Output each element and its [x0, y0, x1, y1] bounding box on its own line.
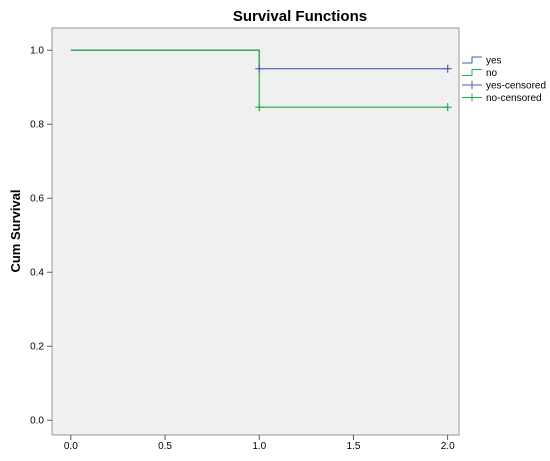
y-axis: 0.0 0.2 0.4 0.6 0.8 1.0 [30, 46, 52, 427]
chart-title: Survival Functions [233, 8, 367, 25]
legend-symbol-yes [462, 56, 482, 64]
censored-mark-yes-censored [255, 64, 264, 73]
legend-label-no: no [486, 68, 498, 79]
y-tick-label: 0.2 [30, 342, 44, 353]
plot-area [51, 27, 460, 436]
series-layer [70, 49, 452, 112]
x-tick-label: 2.0 [441, 441, 455, 452]
legend-label-yes-censored: yes-censored [486, 81, 546, 92]
legend-label-no-censored: no-censored [486, 93, 542, 104]
x-tick-label: 0.0 [64, 441, 78, 452]
x-tick-label: 1.5 [347, 441, 361, 452]
legend-symbol-no-censored [462, 93, 482, 102]
censored-mark-no-censored [255, 103, 264, 112]
censored-mark-yes-censored [443, 64, 452, 73]
x-axis: 0.0 0.5 1.0 1.5 2.0 [64, 435, 455, 452]
censored-mark-no-censored [443, 103, 452, 112]
x-tick-label: 1.0 [252, 441, 266, 452]
series-line-no [70, 49, 448, 108]
legend-symbol-yes-censored [462, 81, 482, 89]
legend-symbol-no [462, 69, 482, 76]
y-axis-label: Cum Survival [8, 189, 23, 272]
y-tick-label: 0.4 [30, 268, 44, 279]
y-tick-label: 0.8 [30, 120, 44, 131]
y-tick-label: 0.0 [30, 416, 44, 427]
legend-label-yes: yes [486, 56, 502, 67]
y-tick-label: 1.0 [30, 46, 44, 57]
y-tick-label: 0.6 [30, 194, 44, 205]
x-tick-label: 0.5 [158, 441, 172, 452]
